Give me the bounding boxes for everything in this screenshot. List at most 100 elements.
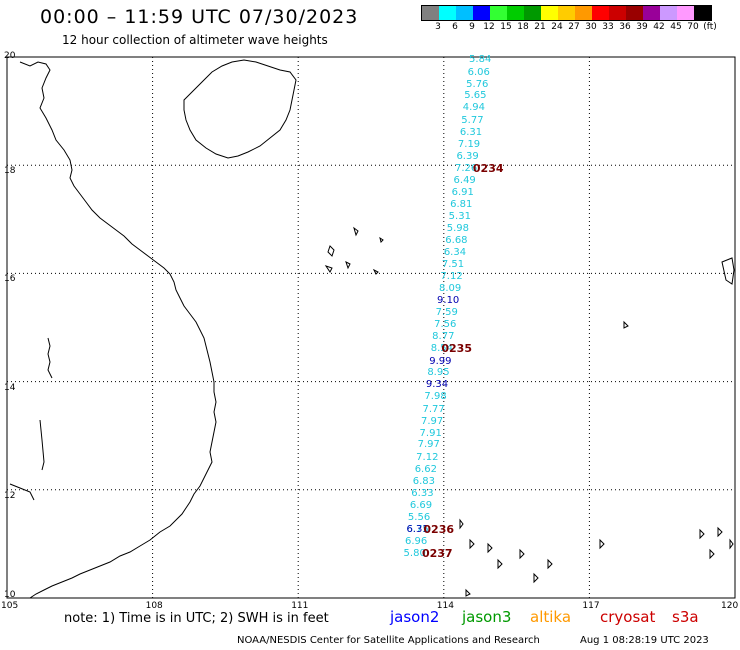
wave-height-label: 6.31 — [406, 523, 429, 535]
wave-height-label: 6.91 — [451, 186, 474, 198]
wave-height-label: 9.34 — [425, 379, 449, 391]
legend-label: 9 — [469, 22, 475, 32]
wave-height-label: 8.77 — [432, 331, 455, 343]
legend-label: 42 — [653, 22, 665, 32]
legend-label: 6 — [452, 22, 458, 32]
legend-label: 30 — [585, 22, 597, 32]
wave-height-label: 6.83 — [412, 475, 436, 487]
legend-swatch — [507, 6, 524, 20]
wave-height-label: 8.54 — [430, 343, 453, 355]
legend-swatch — [643, 6, 660, 20]
map-subtitle: 12 hour collection of altimeter wave hei… — [62, 33, 328, 47]
map-frame — [6, 56, 736, 599]
small-islands — [324, 226, 735, 597]
legend-label: 18 — [517, 22, 529, 32]
lat-tick-label: 18 — [4, 166, 16, 177]
wave-height-label: 7.59 — [435, 307, 458, 319]
lon-tick-label: 105 — [1, 601, 19, 611]
footer-note: note: 1) Time is in UTC; 2) SWH is in fe… — [64, 611, 329, 626]
legend-swatch — [456, 6, 473, 20]
lat-tick-label: 14 — [4, 382, 16, 393]
legend-swatch — [626, 6, 643, 20]
wave-height-label: 9.10 — [437, 294, 460, 306]
wave-height-label: 6.62 — [414, 463, 437, 475]
pass-time-label: 0234 — [472, 161, 504, 175]
wave-height-label: 6.81 — [450, 198, 473, 210]
wave-height-color-legend — [421, 5, 712, 21]
wave-height-label: 7.97 — [417, 439, 440, 451]
pass-time-label: 0236 — [423, 522, 455, 536]
satellite-jason3: jason3 — [462, 608, 512, 626]
wave-height-label: 6.49 — [453, 174, 476, 186]
legend-label: (ft) — [703, 22, 717, 32]
lon-tick-label: 117 — [582, 601, 600, 611]
legend-label: 36 — [619, 22, 631, 32]
lat-lon-grid — [7, 57, 735, 598]
lat-tick-label: 12 — [4, 490, 16, 501]
lat-tick-label: 10 — [4, 590, 16, 600]
lon-tick-label: 120 — [721, 601, 739, 611]
legend-swatch — [558, 6, 575, 20]
wave-height-label: 7.26 — [454, 162, 478, 174]
legend-swatch — [677, 6, 694, 20]
wave-height-label: 5.98 — [446, 223, 469, 235]
wave-height-label: 6.06 — [467, 66, 490, 78]
legend-swatch — [694, 6, 711, 20]
lat-tick-label: 20 — [4, 51, 16, 61]
wave-height-label: 6.75 — [406, 523, 429, 535]
legend-label: 21 — [534, 22, 546, 32]
hainan-island — [183, 59, 297, 159]
wave-height-label: 7.12 — [416, 451, 439, 463]
map-title: 00:00 – 11:59 UTC 07/30/2023 — [40, 6, 359, 28]
credit-line: NOAA/NESDIS Center for Satellite Applica… — [237, 635, 540, 646]
satellite-s3a: s3a — [672, 608, 699, 626]
wave-height-label: 6.68 — [445, 234, 468, 246]
legend-swatch — [524, 6, 541, 20]
wave-height-label: 6.34 — [443, 246, 467, 258]
pass-time-label: 0235 — [441, 342, 472, 356]
legend-label: 33 — [602, 22, 614, 32]
wave-height-label: 7.12 — [440, 271, 463, 283]
legend-swatch — [609, 6, 626, 20]
wave-height-label: 7.77 — [422, 403, 445, 415]
wave-height-label: 6.69 — [409, 500, 433, 512]
wave-height-label: 7.91 — [419, 427, 442, 439]
wave-height-label: 5.77 — [461, 114, 484, 126]
legend-label: 45 — [670, 22, 682, 32]
wave-height-label: 4.94 — [462, 102, 486, 114]
lon-tick-label: 111 — [291, 601, 309, 611]
wave-height-label: 5.56 — [407, 511, 431, 523]
wave-height-label: 6.39 — [456, 150, 479, 162]
legend-swatch — [660, 6, 677, 20]
lon-tick-label: 108 — [145, 601, 163, 611]
satellite-altika: altika — [530, 608, 572, 626]
wave-height-label: 7.56 — [434, 319, 457, 331]
legend-swatch — [490, 6, 507, 20]
legend-label: 39 — [636, 22, 648, 32]
satellite-cryosat: cryosat — [600, 608, 656, 626]
wave-height-label: 8.09 — [438, 283, 462, 295]
wave-height-label: 5.76 — [466, 78, 489, 90]
wave-height-label: 6.96 — [404, 535, 428, 547]
wave-height-label: 7.19 — [457, 138, 481, 150]
wave-height-label: 5.65 — [464, 90, 487, 102]
satellite-jason2: jason2 — [390, 608, 440, 626]
wave-height-label: 7.97 — [421, 415, 444, 427]
lon-tick-label: 114 — [436, 601, 454, 611]
legend-swatch — [592, 6, 609, 20]
wave-height-label: 5.84 — [469, 54, 492, 66]
wave-height-label: 5.80 — [403, 548, 426, 560]
legend-label: 15 — [500, 22, 512, 32]
pass-time-label: 0237 — [421, 547, 453, 561]
legend-swatch — [439, 6, 456, 20]
legend-label: 27 — [568, 22, 580, 32]
legend-label: 70 — [687, 22, 699, 32]
wave-height-label: 5.31 — [448, 211, 471, 223]
wave-height-label: 8.95 — [427, 367, 450, 379]
wave-height-label: 7.51 — [441, 259, 465, 271]
legend-label: 24 — [551, 22, 563, 32]
vietnam-coastline — [19, 61, 217, 599]
wave-height-label: 9.99 — [429, 355, 452, 367]
